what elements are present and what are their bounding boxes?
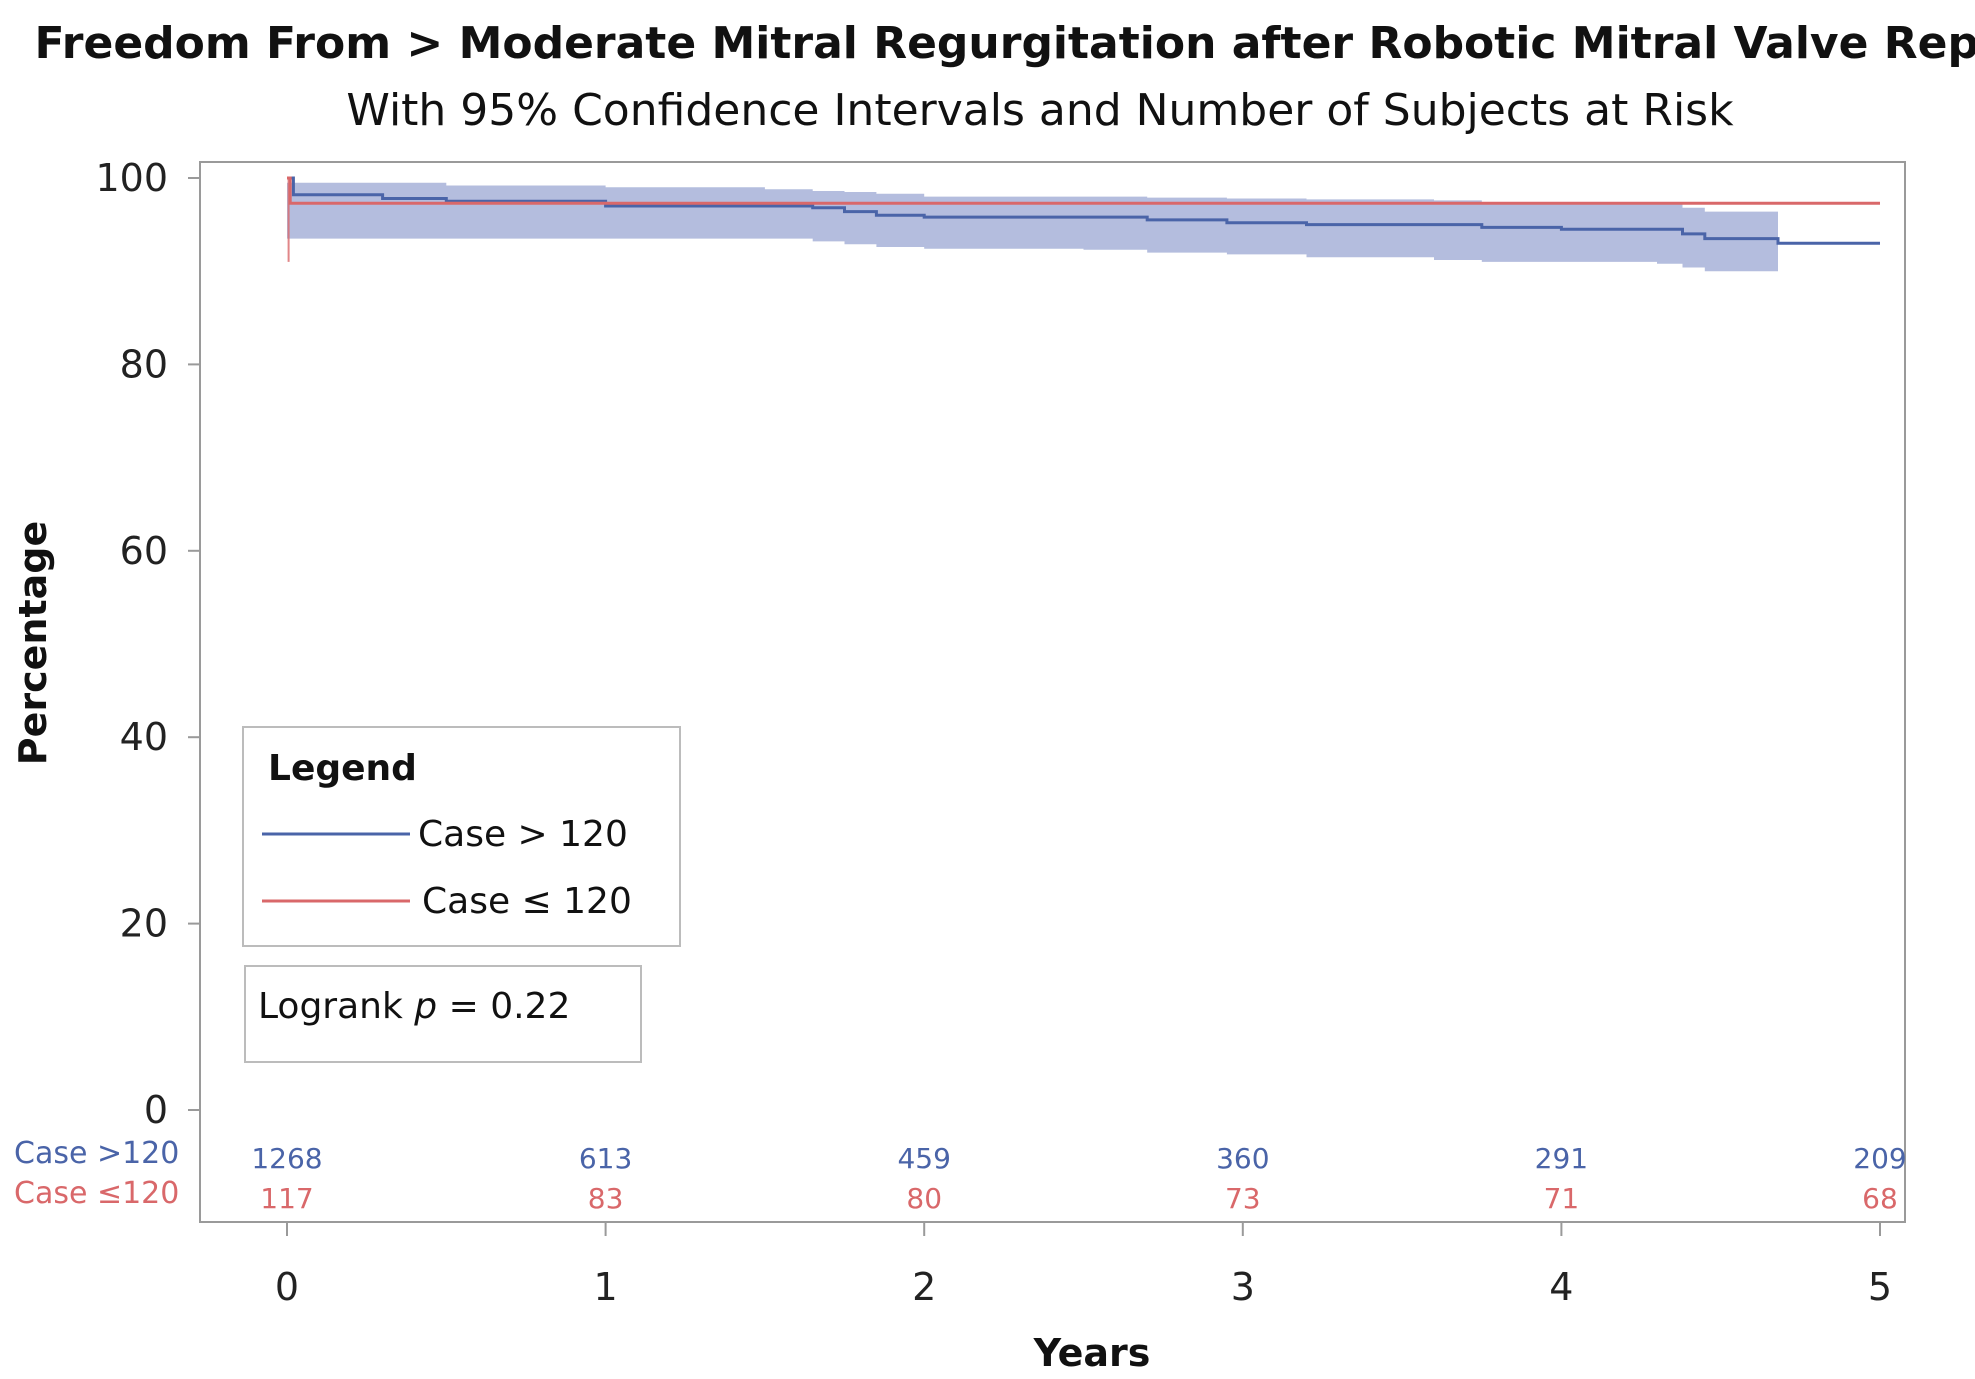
plot-frame [199, 161, 1906, 1223]
at-risk-gt-120-year-3: 360 [1216, 1142, 1269, 1175]
number-at-risk-table: Case >120 1268 613 459 360 291 209 Case ≤120 117… [14, 1136, 1907, 1215]
legend-box [242, 726, 681, 947]
y-tick-label-40: 40 [120, 715, 168, 759]
at-risk-label-case-gt-120: Case >120 [14, 1136, 179, 1171]
at-risk-gt-120-year-1: 613 [579, 1142, 632, 1175]
y-axis: 0 20 40 60 80 100 [95, 156, 200, 1132]
at-risk-gt-120-year-5: 209 [1853, 1142, 1906, 1175]
legend: Legend Case > 120 Case ≤ 120 [242, 726, 681, 947]
y-tick-label-20: 20 [120, 902, 168, 946]
x-tick-label-2: 2 [912, 1265, 936, 1309]
x-tick-label-5: 5 [1868, 1265, 1892, 1309]
at-risk-le-120-year-0: 117 [260, 1182, 313, 1215]
logrank-text: Logrank p = 0.22 [258, 986, 570, 1027]
chart-subtitle: With 95% Confidence Intervals and Number… [346, 85, 1734, 136]
at-risk-le-120-year-4: 71 [1544, 1182, 1580, 1215]
at-risk-le-120-year-1: 83 [588, 1182, 624, 1215]
survival-curves [287, 176, 1880, 245]
logrank-box [244, 965, 642, 1063]
x-axis-title: Years [1033, 1331, 1151, 1375]
survival-line-case-le-120 [287, 176, 1880, 205]
legend-label-case-le-120: Case ≤ 120 [422, 881, 632, 922]
at-risk-le-120-year-5: 68 [1862, 1182, 1898, 1215]
at-risk-gt-120-year-4: 291 [1535, 1142, 1588, 1175]
at-risk-label-case-le-120: Case ≤120 [14, 1176, 179, 1211]
legend-title: Legend [268, 748, 417, 789]
y-tick-label-80: 80 [120, 342, 168, 386]
at-risk-gt-120-year-0: 1268 [251, 1142, 322, 1175]
y-tick-label-100: 100 [95, 156, 168, 200]
x-tick-label-3: 3 [1231, 1265, 1255, 1309]
x-tick-label-0: 0 [275, 1265, 299, 1309]
x-axis: 0 1 2 3 4 5 [275, 1222, 1892, 1309]
y-tick-label-60: 60 [120, 529, 168, 573]
x-tick-label-1: 1 [594, 1265, 618, 1309]
y-tick-label-0: 0 [144, 1088, 168, 1132]
logrank-annotation: Logrank p = 0.22 [244, 965, 642, 1063]
at-risk-le-120-year-3: 73 [1225, 1182, 1261, 1215]
at-risk-le-120-year-2: 80 [906, 1182, 942, 1215]
legend-label-case-gt-120: Case > 120 [418, 814, 628, 855]
chart-title: Freedom From > Moderate Mitral Regurgita… [35, 18, 1975, 69]
x-tick-label-4: 4 [1549, 1265, 1573, 1309]
y-axis-title: Percentage [11, 521, 55, 766]
at-risk-gt-120-year-2: 459 [897, 1142, 950, 1175]
survival-line-case-gt-120 [287, 176, 1880, 245]
